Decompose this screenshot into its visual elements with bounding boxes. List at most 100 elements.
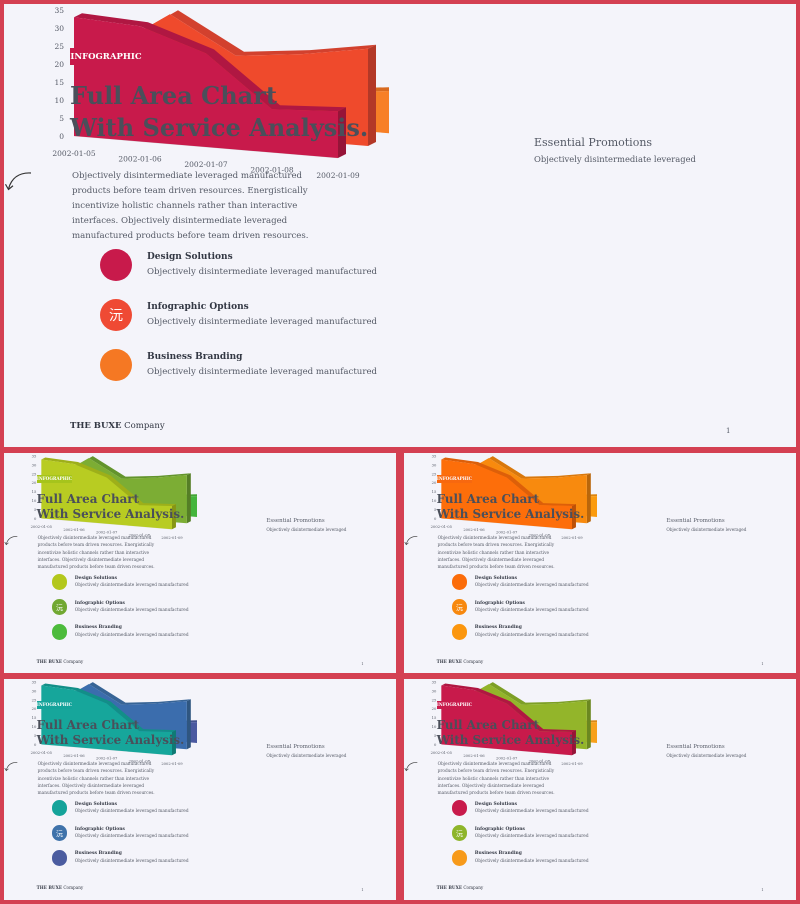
thumbnail-slide-mixed[interactable]: INFOGRAPHIC Full Area Chart With Service…	[404, 679, 796, 900]
area-side-face	[571, 504, 576, 530]
curved-arrow-icon	[4, 762, 18, 772]
annotation-title: Essential Promotions	[666, 518, 725, 525]
y-tick-label: 20	[32, 707, 37, 711]
feature-glyph: 沅	[109, 308, 123, 324]
y-tick-label: 5	[434, 508, 437, 512]
intro-paragraph: Objectively disintermediate leveraged ma…	[437, 535, 555, 571]
area-side-face	[571, 730, 576, 756]
annotation-subtitle: Objectively disintermediate leveraged	[666, 527, 747, 533]
feature-dot-icon	[51, 849, 68, 866]
feature-title: Design Solutions	[474, 801, 518, 807]
x-tick-label: 2002-01-08	[129, 533, 151, 537]
area-side-face	[368, 44, 377, 146]
curved-arrow-icon	[404, 536, 418, 546]
page-number: 1	[761, 662, 764, 667]
x-tick-label: 2002-01-09	[161, 536, 183, 540]
feature-description: Objectively disintermediate leveraged ma…	[474, 858, 589, 864]
feature-title: Infographic Options	[74, 600, 125, 606]
feature-description: Objectively disintermediate leveraged ma…	[147, 367, 378, 377]
x-tick-label: 2002-01-07	[496, 531, 518, 535]
feature-description: Objectively disintermediate leveraged ma…	[147, 267, 378, 277]
feature-title: Business Branding	[74, 625, 122, 631]
area-chart-3d: 0 5 10 15 20 25 30 35 2002-01-05 2002-01-06 2002-0…	[31, 680, 206, 766]
annotation-subtitle: Objectively disintermediate leveraged	[534, 154, 696, 164]
brand-bold: THE BUXE	[436, 885, 463, 891]
y-tick-label: 0	[34, 743, 37, 747]
y-tick-label: 30	[32, 689, 37, 693]
curved-arrow-icon	[404, 762, 418, 772]
x-tick-label: 2002-01-06	[63, 754, 85, 758]
annotation-subtitle: Objectively disintermediate leveraged	[266, 753, 347, 759]
y-tick-label: 15	[55, 78, 65, 87]
feature-description: Objectively disintermediate leveraged ma…	[74, 607, 189, 613]
y-tick-label: 0	[59, 132, 64, 141]
intro-paragraph: Objectively disintermediate leveraged ma…	[437, 761, 555, 797]
feature-glyph: 沅	[455, 603, 463, 612]
slide-title-line-1: Full Area Chart	[436, 491, 540, 506]
slide-title-line-2: With Service Analysis.	[70, 113, 369, 142]
feature-description: Objectively disintermediate leveraged ma…	[474, 607, 589, 613]
company-brand: THE BUXE Company	[437, 885, 484, 890]
area-front-face-series-1	[441, 685, 572, 756]
y-tick-label: 25	[32, 698, 37, 702]
x-tick-label: 2002-01-05	[31, 751, 53, 755]
x-tick-label: 2002-01-05	[31, 525, 53, 529]
feature-title: Infographic Options	[74, 826, 125, 832]
thumbnail-slide-orange[interactable]: INFOGRAPHIC Full Area Chart With Service…	[404, 453, 796, 673]
x-tick-label: 2002-01-07	[96, 531, 118, 535]
feature-description: Objectively disintermediate leveraged ma…	[147, 317, 378, 327]
y-tick-label: 15	[432, 490, 437, 494]
y-tick-label: 0	[434, 517, 437, 521]
feature-description: Objectively disintermediate leveraged ma…	[74, 632, 189, 638]
annotation-title: Essential Promotions	[534, 136, 653, 149]
y-tick-label: 30	[432, 689, 437, 693]
thumbnail-slide-teal[interactable]: INFOGRAPHIC Full Area Chart With Service…	[4, 679, 396, 900]
y-tick-label: 5	[434, 734, 437, 738]
y-tick-label: 25	[432, 698, 437, 702]
y-tick-label: 35	[432, 454, 437, 458]
infographic-badge: INFOGRAPHIC	[436, 700, 473, 710]
intro-paragraph: Objectively disintermediate leveraged ma…	[37, 535, 155, 571]
x-tick-label: 2002-01-09	[561, 536, 583, 540]
feature-description: Objectively disintermediate leveraged ma…	[474, 632, 589, 638]
feature-dot-icon	[451, 574, 468, 591]
slide-title-line-1: Full Area Chart	[36, 491, 140, 506]
y-tick-label: 5	[34, 508, 37, 512]
area-side-face	[338, 107, 347, 158]
thumbnail-slide-lime[interactable]: INFOGRAPHIC Full Area Chart With Service…	[4, 453, 396, 673]
feature-description: Objectively disintermediate leveraged ma…	[74, 833, 189, 839]
intro-paragraph: Objectively disintermediate leveraged ma…	[72, 171, 309, 241]
y-tick-label: 30	[432, 463, 437, 467]
y-tick-label: 10	[32, 725, 37, 729]
x-tick-label: 2002-01-07	[496, 757, 518, 761]
x-tick-label: 2002-01-09	[161, 762, 183, 766]
area-side-face	[186, 473, 191, 524]
area-front-face-series-1	[41, 685, 172, 756]
y-tick-label: 20	[55, 60, 65, 69]
y-tick-label: 0	[34, 517, 37, 521]
annotation-title: Essential Promotions	[266, 518, 325, 525]
share-icon: 沅	[451, 599, 468, 615]
page-number: 1	[361, 662, 364, 667]
feature-title: Design Solutions	[474, 575, 518, 581]
x-tick-label: 2002-01-06	[463, 754, 485, 758]
area-front-face-series-1	[41, 459, 172, 530]
feature-description: Objectively disintermediate leveraged ma…	[74, 858, 189, 864]
x-tick-label: 2002-01-09	[561, 762, 583, 766]
annotation-title: Essential Promotions	[666, 744, 725, 751]
infographic-badge: INFOGRAPHIC	[36, 700, 73, 710]
infographic-badge: INFOGRAPHIC	[436, 474, 473, 484]
area-front-face-series-1	[441, 459, 572, 530]
y-tick-label: 35	[32, 680, 37, 684]
y-tick-label: 15	[432, 716, 437, 720]
curved-arrow-icon	[4, 172, 32, 191]
feature-title: Business Branding	[474, 625, 522, 631]
company-brand: THE BUXE Company	[37, 885, 84, 890]
y-tick-label: 25	[32, 472, 37, 476]
area-side-face	[171, 730, 176, 756]
feature-dot-icon	[451, 849, 468, 866]
axis-baseline	[41, 518, 172, 530]
x-tick-label: 2002-01-06	[63, 528, 85, 532]
share-icon: 沅	[451, 825, 468, 841]
x-tick-label: 2002-01-07	[184, 160, 227, 169]
